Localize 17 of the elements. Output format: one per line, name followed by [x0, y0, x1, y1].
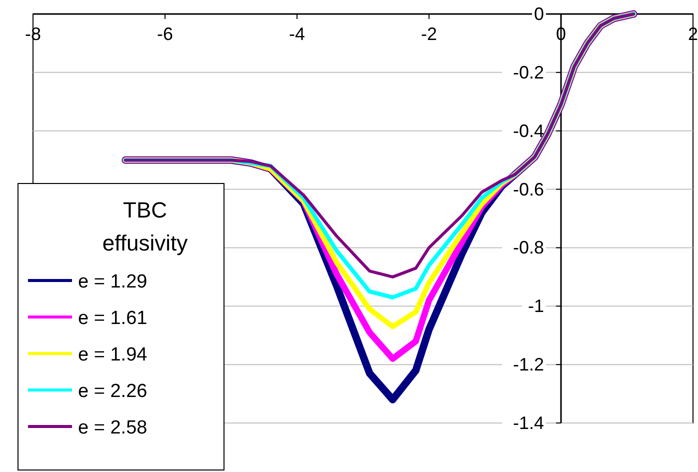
y-tick-label: -1.4 — [512, 413, 544, 433]
legend-label: e = 1.61 — [78, 308, 148, 329]
legend-title: TBC effusivity — [102, 198, 188, 256]
y-tick-label: -1.2 — [512, 354, 544, 375]
x-tick-label: -2 — [420, 24, 438, 44]
x-tick-label: -6 — [156, 24, 174, 44]
y-tick-label: -0.8 — [512, 238, 544, 258]
legend-label: e = 1.94 — [78, 344, 148, 366]
y-tick-label: 0 — [534, 4, 544, 24]
y-tick-label: -0.4 — [512, 120, 544, 141]
legend-label: e = 2.26 — [78, 381, 148, 402]
y-tick-label: -0.2 — [512, 62, 544, 82]
y-tick-label: -0.6 — [512, 179, 544, 200]
legend-label: e = 2.58 — [78, 418, 148, 438]
legend-label: e = 1.29 — [78, 272, 148, 292]
y-tick-label: -1 — [528, 296, 544, 316]
x-tick-label: -4 — [288, 24, 306, 44]
